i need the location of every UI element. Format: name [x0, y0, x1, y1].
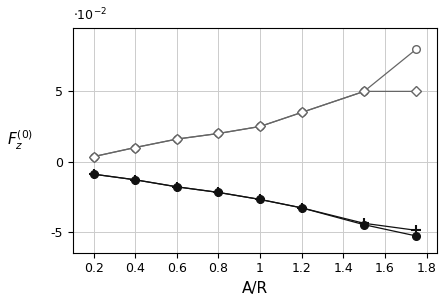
Y-axis label: $F_z^{(0)}$: $F_z^{(0)}$ [7, 129, 33, 152]
Text: $\cdot10^{-2}$: $\cdot10^{-2}$ [73, 7, 107, 24]
X-axis label: A/R: A/R [242, 281, 268, 296]
